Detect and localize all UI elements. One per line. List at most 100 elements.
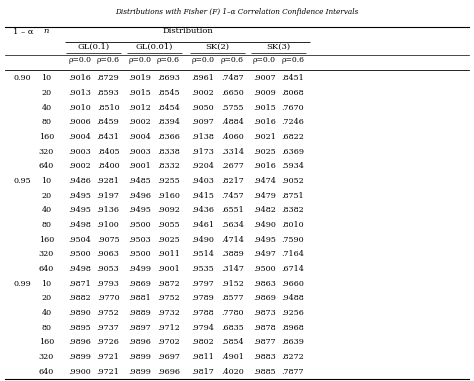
Text: .9697: .9697 xyxy=(157,353,180,361)
Text: .9001: .9001 xyxy=(157,265,180,273)
Text: .9885: .9885 xyxy=(253,368,276,376)
Text: .4714: .4714 xyxy=(221,235,244,243)
Text: .8968: .8968 xyxy=(282,324,304,331)
Text: .9495: .9495 xyxy=(128,207,151,214)
Text: .9003: .9003 xyxy=(68,148,91,155)
Text: .9152: .9152 xyxy=(221,280,244,288)
Text: 320: 320 xyxy=(39,250,54,258)
Text: .9495: .9495 xyxy=(68,207,91,214)
Text: .9895: .9895 xyxy=(68,324,91,331)
Text: .8394: .8394 xyxy=(157,118,180,126)
Text: .9075: .9075 xyxy=(97,235,119,243)
Text: .9015: .9015 xyxy=(128,89,151,97)
Text: .8400: .8400 xyxy=(97,162,119,170)
Text: .9479: .9479 xyxy=(253,192,276,200)
Text: ρ=0.6: ρ=0.6 xyxy=(97,56,119,64)
Text: .8751: .8751 xyxy=(282,192,304,200)
Text: .9001: .9001 xyxy=(128,162,151,170)
Text: 10: 10 xyxy=(41,280,52,288)
Text: .7246: .7246 xyxy=(282,118,304,126)
Text: GL(0.1): GL(0.1) xyxy=(78,43,110,51)
Text: GL(0.01): GL(0.01) xyxy=(136,43,173,51)
Text: .8577: .8577 xyxy=(221,295,244,302)
Text: .9004: .9004 xyxy=(68,133,91,141)
Text: .9869: .9869 xyxy=(253,295,276,302)
Text: ρ=0.0: ρ=0.0 xyxy=(253,56,276,64)
Text: .9063: .9063 xyxy=(97,250,119,258)
Text: .6714: .6714 xyxy=(282,265,304,273)
Text: .8961: .8961 xyxy=(191,74,214,82)
Text: .9461: .9461 xyxy=(191,221,214,229)
Text: .9504: .9504 xyxy=(68,235,91,243)
Text: .9197: .9197 xyxy=(97,192,119,200)
Text: .5755: .5755 xyxy=(221,104,244,112)
Text: .9092: .9092 xyxy=(157,207,180,214)
Text: .9011: .9011 xyxy=(157,250,180,258)
Text: 320: 320 xyxy=(39,148,54,155)
Text: .9797: .9797 xyxy=(191,280,214,288)
Text: .2677: .2677 xyxy=(221,162,244,170)
Text: .8217: .8217 xyxy=(221,177,244,185)
Text: .8454: .8454 xyxy=(157,104,180,112)
Text: 40: 40 xyxy=(41,207,52,214)
Text: .9204: .9204 xyxy=(191,162,214,170)
Text: .9025: .9025 xyxy=(253,148,276,155)
Text: .7670: .7670 xyxy=(282,104,304,112)
Text: .9482: .9482 xyxy=(253,207,276,214)
Text: .7164: .7164 xyxy=(282,250,304,258)
Text: .8068: .8068 xyxy=(282,89,304,97)
Text: .9802: .9802 xyxy=(191,338,214,346)
Text: .8729: .8729 xyxy=(97,74,119,82)
Text: ρ=0.6: ρ=0.6 xyxy=(157,56,180,64)
Text: n: n xyxy=(44,27,49,35)
Text: .3147: .3147 xyxy=(221,265,244,273)
Text: .9474: .9474 xyxy=(253,177,276,185)
Text: 0.95: 0.95 xyxy=(14,177,32,185)
Text: 10: 10 xyxy=(41,177,52,185)
Text: .9873: .9873 xyxy=(253,309,276,317)
Text: .9002: .9002 xyxy=(128,118,151,126)
Text: .9721: .9721 xyxy=(97,353,119,361)
Text: 640: 640 xyxy=(39,162,54,170)
Text: .9138: .9138 xyxy=(191,133,214,141)
Text: Distribution: Distribution xyxy=(162,27,213,35)
Text: .9896: .9896 xyxy=(128,338,151,346)
Text: .9485: .9485 xyxy=(128,177,151,185)
Text: 320: 320 xyxy=(39,353,54,361)
Text: ρ=0.0: ρ=0.0 xyxy=(128,56,151,64)
Text: .9160: .9160 xyxy=(157,192,180,200)
Text: .4020: .4020 xyxy=(221,368,244,376)
Text: SK(2): SK(2) xyxy=(206,43,229,51)
Text: .6369: .6369 xyxy=(282,148,304,155)
Text: .9019: .9019 xyxy=(128,74,151,82)
Text: .9770: .9770 xyxy=(97,295,119,302)
Text: 0.90: 0.90 xyxy=(14,74,32,82)
Text: .9486: .9486 xyxy=(68,177,91,185)
Text: .5854: .5854 xyxy=(221,338,244,346)
Text: .7877: .7877 xyxy=(282,368,304,376)
Text: .9173: .9173 xyxy=(191,148,214,155)
Text: .3889: .3889 xyxy=(221,250,244,258)
Text: 640: 640 xyxy=(39,265,54,273)
Text: .9514: .9514 xyxy=(191,250,214,258)
Text: .9003: .9003 xyxy=(128,148,151,155)
Text: .8593: .8593 xyxy=(97,89,119,97)
Text: .9726: .9726 xyxy=(97,338,119,346)
Text: .9863: .9863 xyxy=(253,280,276,288)
Text: .9882: .9882 xyxy=(68,295,91,302)
Text: .9015: .9015 xyxy=(253,104,276,112)
Text: .9488: .9488 xyxy=(282,295,304,302)
Text: 160: 160 xyxy=(39,133,54,141)
Text: .9490: .9490 xyxy=(253,221,276,229)
Text: .7457: .7457 xyxy=(221,192,244,200)
Text: .9752: .9752 xyxy=(97,309,119,317)
Text: .7487: .7487 xyxy=(221,74,244,82)
Text: .9660: .9660 xyxy=(282,280,304,288)
Text: .5934: .5934 xyxy=(282,162,304,170)
Text: .9256: .9256 xyxy=(282,309,304,317)
Text: .8459: .8459 xyxy=(97,118,119,126)
Text: .9896: .9896 xyxy=(68,338,91,346)
Text: .9702: .9702 xyxy=(157,338,180,346)
Text: .9097: .9097 xyxy=(191,118,214,126)
Text: .9872: .9872 xyxy=(157,280,180,288)
